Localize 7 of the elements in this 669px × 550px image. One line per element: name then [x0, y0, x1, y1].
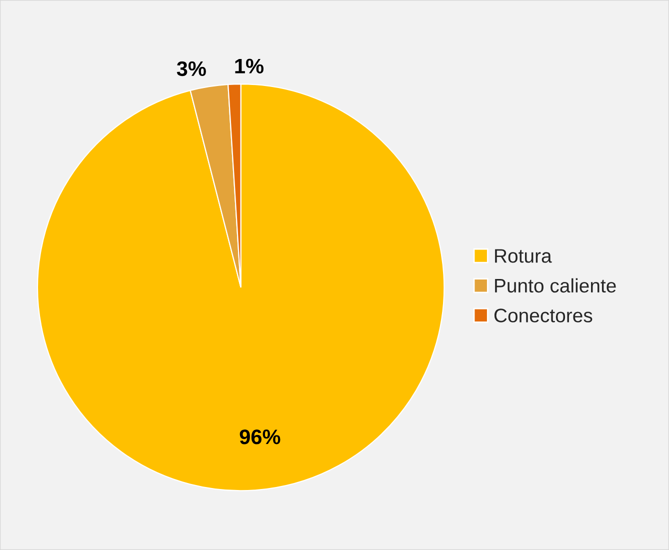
legend-label: Rotura — [495, 249, 552, 263]
legend-label: Punto caliente — [495, 278, 616, 293]
data-label: 1% — [235, 58, 264, 74]
data-label: 96% — [240, 430, 280, 444]
pie-slice — [36, 83, 445, 492]
data-label: 3% — [176, 61, 206, 76]
legend-label: Conectores — [494, 308, 592, 322]
